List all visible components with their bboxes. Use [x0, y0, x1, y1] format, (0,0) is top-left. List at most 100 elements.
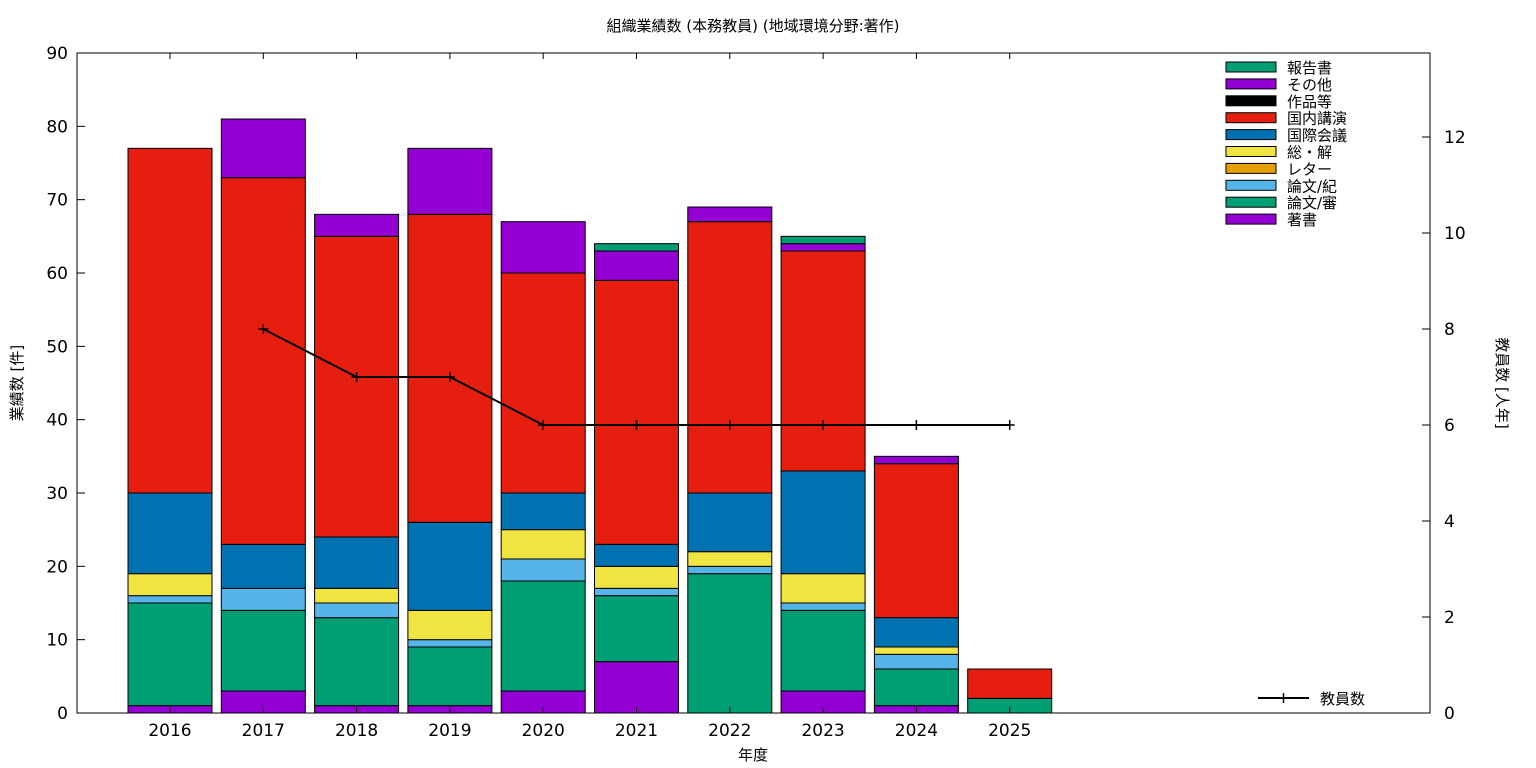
- y-tick-label: 40: [46, 411, 68, 431]
- bar-segment: [127, 492, 213, 575]
- bar-segment: [407, 639, 493, 648]
- y-tick-label: 10: [46, 631, 68, 651]
- legend-swatch: [1225, 179, 1277, 191]
- axes: 0 10 20 30 40 50 60 70 80 90 0 2 4 6 8 10 12 2016 2017 2018…: [46, 44, 1465, 741]
- legend-entry: 報告書: [1225, 59, 1332, 77]
- legend-label: 論文/審: [1287, 194, 1337, 212]
- y-axis-label: 業績数 [件]: [8, 345, 26, 421]
- bar-segment: [594, 587, 679, 597]
- bar-segment: [500, 272, 586, 494]
- bar-segment: [873, 646, 959, 655]
- bar-segment: [220, 609, 306, 692]
- y2-axis-label: 教員数 [人年]: [1493, 337, 1511, 428]
- legend-label: 著書: [1287, 211, 1317, 229]
- y-tick-label: 70: [46, 191, 68, 211]
- bar-segment: [967, 668, 1053, 699]
- x-tick-label: 2021: [615, 721, 658, 741]
- y-tick-label: 90: [46, 44, 68, 64]
- line-point: [538, 420, 549, 430]
- bar-segment: [220, 177, 306, 545]
- bar-segment: [594, 661, 679, 714]
- legend-label: 論文/紀: [1287, 177, 1337, 195]
- legend-swatch: [1225, 112, 1277, 124]
- bar-segment: [594, 595, 679, 663]
- legend-label: 報告書: [1287, 59, 1332, 77]
- legend-entry-line: 教員数: [1258, 690, 1365, 708]
- bar-segment: [220, 543, 306, 589]
- legend-entry: 論文/紀: [1225, 177, 1337, 195]
- line-layer: [258, 324, 1015, 430]
- x-axis-label: 年度: [738, 746, 768, 764]
- bar-segment: [780, 573, 866, 604]
- y2-tick-label: 0: [1444, 704, 1455, 724]
- y2-tick-label: 12: [1444, 128, 1466, 148]
- legend-label: 国際会議: [1287, 127, 1347, 145]
- bar-segment: [220, 118, 306, 179]
- bar-segment: [594, 243, 679, 252]
- y-tick-label: 50: [46, 337, 68, 357]
- y2-tick-label: 2: [1444, 608, 1455, 628]
- bar-segment: [594, 279, 679, 545]
- line-point: [911, 420, 922, 430]
- bar-segment: [314, 213, 400, 237]
- line-point: [444, 372, 455, 382]
- bar-segment: [780, 470, 866, 575]
- bar-segment: [687, 221, 773, 494]
- bar-layer: [127, 118, 1053, 714]
- bar-segment: [780, 243, 866, 252]
- legend-label: レター: [1287, 160, 1332, 178]
- bar-segment: [127, 147, 213, 494]
- legend-label: その他: [1287, 76, 1332, 94]
- bar-segment: [780, 609, 866, 692]
- y-tick-label: 60: [46, 264, 68, 284]
- y2-tick-label: 6: [1444, 416, 1455, 436]
- bar-segment: [314, 536, 400, 589]
- bar-segment: [407, 147, 493, 215]
- bar-segment: [780, 235, 866, 245]
- bar-segment: [687, 573, 773, 714]
- line-point: [1004, 420, 1015, 430]
- legend-entry: 著書: [1225, 211, 1317, 229]
- legend-swatch: [1225, 61, 1277, 73]
- line-point: [258, 324, 269, 334]
- bar-segment: [314, 587, 400, 604]
- legend-swatch: [1225, 196, 1277, 208]
- legend-entry: 総・解: [1225, 144, 1332, 162]
- bar-segment: [873, 668, 959, 707]
- legend-label: 作品等: [1287, 93, 1332, 111]
- legend-swatch: [1225, 129, 1277, 141]
- bar-segment: [407, 646, 493, 707]
- bar-segment: [873, 455, 959, 465]
- bar-segment: [127, 602, 213, 707]
- line-point: [724, 420, 735, 430]
- bar-segment: [500, 529, 586, 560]
- y2-tick-label: 10: [1444, 224, 1466, 244]
- chart-title: 組織業績数 (本務教員) (地域環境分野:著作): [607, 17, 900, 35]
- y-tick-label: 20: [46, 557, 68, 577]
- bar-segment: [687, 551, 773, 567]
- legend-swatch: [1225, 162, 1277, 174]
- bar-segment: [314, 617, 400, 707]
- x-tick-label: 2018: [335, 721, 378, 741]
- bar-segment: [500, 580, 586, 692]
- line-point: [631, 420, 642, 430]
- legend-label: 総・解: [1287, 144, 1332, 162]
- bar-segment: [314, 235, 400, 538]
- legend-swatch: [1225, 78, 1277, 90]
- bar-segment: [780, 602, 866, 611]
- bar-segment: [873, 617, 959, 648]
- bar-segment: [407, 213, 493, 523]
- legend-swatch: [1225, 146, 1277, 157]
- bar-segment: [127, 595, 213, 604]
- bar-segment: [873, 463, 959, 619]
- legend-entry: 国内講演: [1225, 110, 1347, 128]
- bar-segment: [500, 492, 586, 531]
- legend-entry: 論文/審: [1225, 194, 1337, 212]
- x-tick-label: 2016: [148, 721, 191, 741]
- bar-segment: [500, 558, 586, 582]
- plot-frame: [76, 52, 1431, 714]
- legend-swatch: [1225, 95, 1277, 107]
- legend-entry: 国際会議: [1225, 127, 1347, 145]
